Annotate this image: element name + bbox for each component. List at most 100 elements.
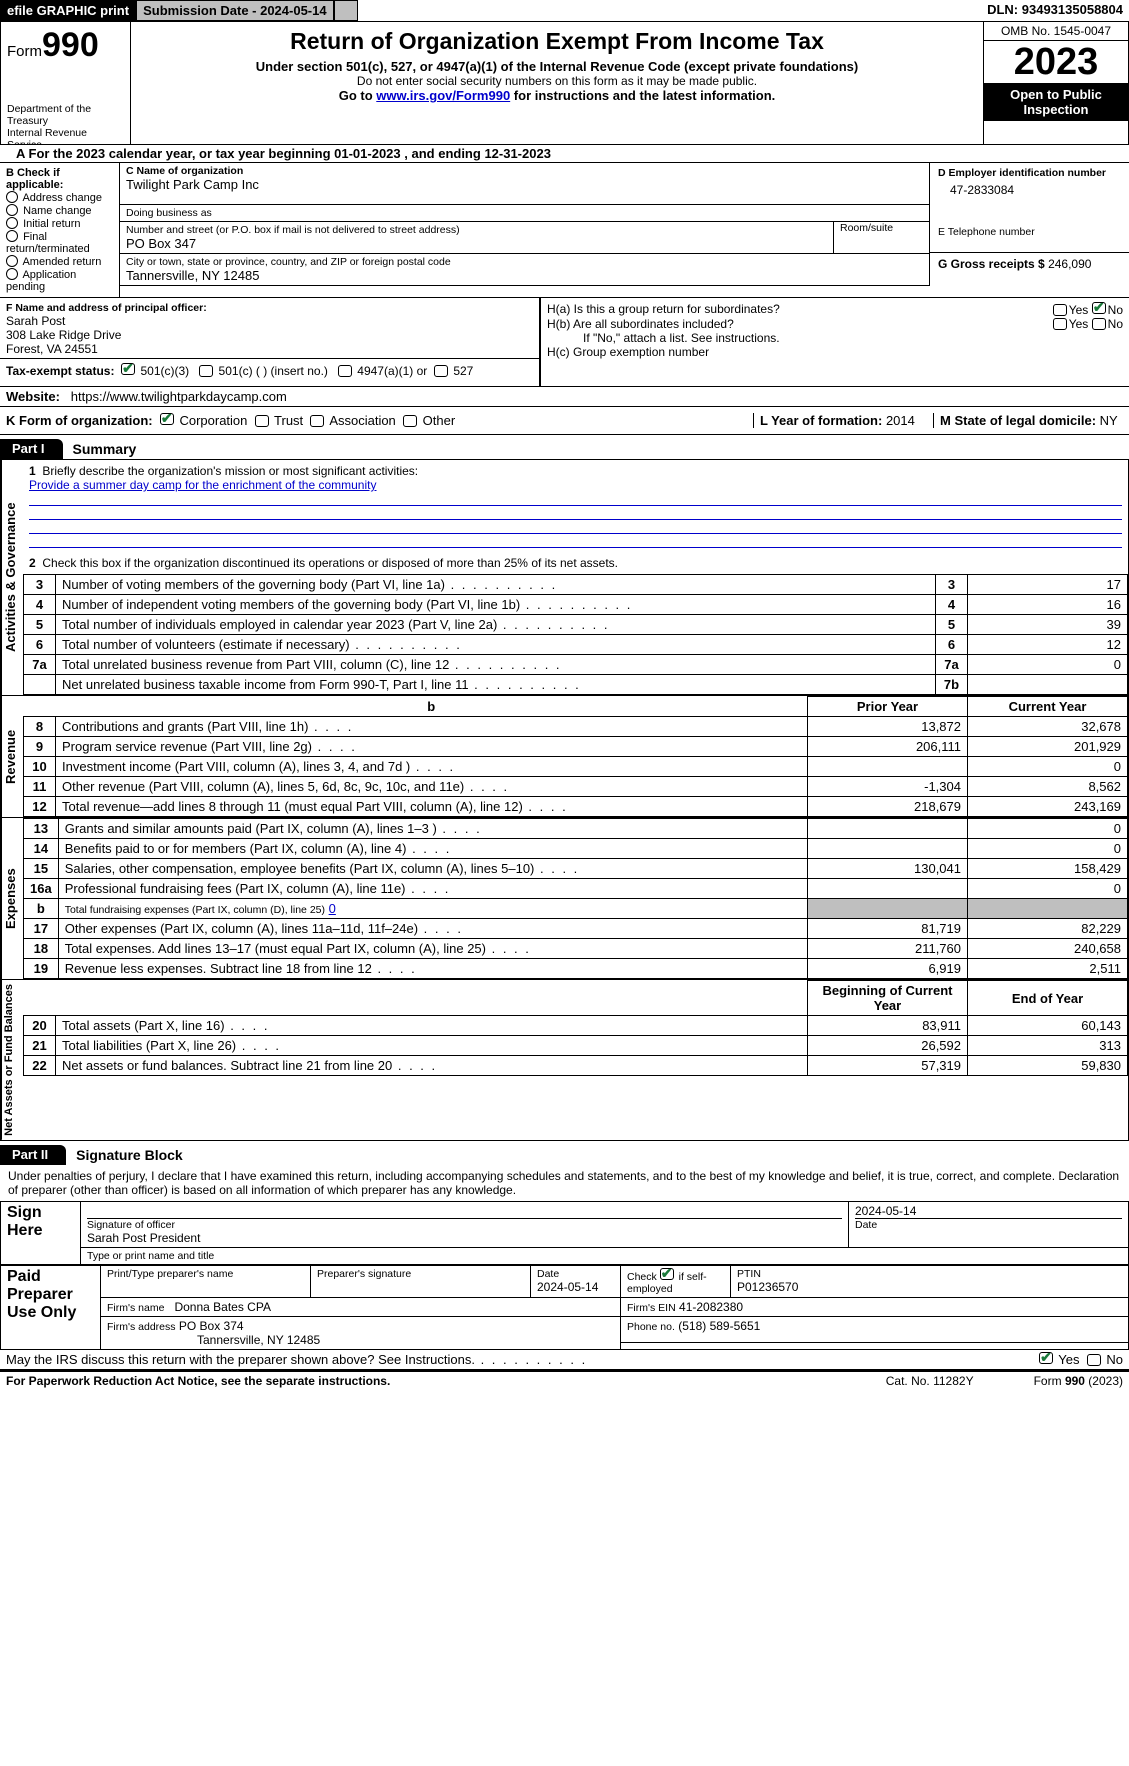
data-row: 8Contributions and grants (Part VIII, li…	[24, 717, 1128, 737]
mission-lbl: Briefly describe the organization's miss…	[42, 464, 418, 478]
row-num: 16a	[24, 879, 59, 899]
cb-other[interactable]	[403, 415, 417, 427]
cb-self-emp[interactable]	[660, 1268, 674, 1280]
part1-header: Part I Summary	[0, 439, 1129, 459]
street: PO Box 347	[126, 236, 833, 251]
cb-501c[interactable]	[199, 365, 213, 377]
row-desc: Program service revenue (Part VIII, line…	[56, 737, 808, 757]
mission-line	[29, 506, 1122, 520]
row-curr: 313	[968, 1036, 1128, 1056]
row-prior: 13,872	[808, 717, 968, 737]
entity-block: B Check if applicable: Address change Na…	[0, 163, 1129, 298]
cb-trust[interactable]	[255, 415, 269, 427]
data-row: 16aProfessional fundraising fees (Part I…	[24, 879, 1128, 899]
form-title: Return of Organization Exempt From Incom…	[139, 28, 975, 55]
sign-here-table: Sign Here Signature of officer Sarah Pos…	[0, 1201, 1129, 1265]
cb-lbl: Address change	[22, 192, 102, 204]
row-num: 19	[24, 959, 59, 979]
v-16b[interactable]: 0	[329, 901, 336, 916]
form-990: 990	[42, 26, 99, 64]
cb-ha-yes[interactable]	[1053, 304, 1067, 316]
form-header: Form990 Department of the Treasury Inter…	[0, 22, 1129, 145]
part2-title: Signature Block	[66, 1145, 193, 1165]
org-name-lbl: C Name of organization	[126, 165, 923, 177]
website-lbl: Website:	[6, 389, 60, 404]
gov-table: 3Number of voting members of the governi…	[23, 574, 1128, 695]
row-curr: 8,562	[968, 777, 1128, 797]
box-m: M State of legal domicile: NY	[933, 413, 1123, 428]
period-mid: , and ending	[404, 146, 484, 161]
row-desc: Revenue less expenses. Subtract line 18 …	[58, 959, 807, 979]
row-curr: 158,429	[968, 859, 1128, 879]
row-desc: Benefits paid to or for members (Part IX…	[58, 839, 807, 859]
row-num: 17	[24, 919, 59, 939]
cb-app-pending[interactable]: Application pending	[6, 268, 113, 293]
cat-no: Cat. No. 11282Y	[886, 1374, 974, 1388]
gross-val: 246,090	[1048, 257, 1091, 271]
row-desc: Total revenue—add lines 8 through 11 (mu…	[56, 797, 808, 817]
officer-lbl: F Name and address of principal officer:	[6, 302, 533, 314]
row-desc: Grants and similar amounts paid (Part IX…	[58, 819, 807, 839]
goto-pre: Go to	[339, 88, 377, 103]
cb-name-change[interactable]: Name change	[6, 204, 113, 217]
row-curr: 0	[968, 839, 1128, 859]
paid-preparer-table: Paid Preparer Use Only Print/Type prepar…	[0, 1265, 1129, 1350]
sec-revenue: Revenue b Prior Year Current Year 8Contr…	[0, 696, 1129, 818]
pra-notice: For Paperwork Reduction Act Notice, see …	[6, 1374, 390, 1388]
mission-line	[29, 534, 1122, 548]
row-curr: 240,658	[968, 939, 1128, 959]
header-left: Form990 Department of the Treasury Inter…	[1, 22, 131, 144]
box-c: C Name of organization Twilight Park Cam…	[120, 163, 1129, 297]
row-curr: 59,830	[968, 1056, 1128, 1076]
cb-discuss-no[interactable]	[1087, 1354, 1101, 1366]
cb-ha-no[interactable]	[1092, 302, 1106, 314]
line2-text: Check this box if the organization disco…	[42, 556, 618, 570]
cb-initial-return[interactable]: Initial return	[6, 217, 113, 230]
cb-527[interactable]	[434, 365, 448, 377]
row-num: 22	[24, 1056, 56, 1076]
cb-assoc[interactable]	[310, 415, 324, 427]
cb-hb-no[interactable]	[1092, 318, 1106, 330]
officer-name: Sarah Post	[6, 314, 533, 328]
fh-row: F Name and address of principal officer:…	[0, 298, 1129, 387]
sec-expenses: Expenses 13Grants and similar amounts pa…	[0, 818, 1129, 980]
cb-4947[interactable]	[338, 365, 352, 377]
row-desc: Net assets or fund balances. Subtract li…	[56, 1056, 808, 1076]
cb-hb-yes[interactable]	[1053, 318, 1067, 330]
discuss-row: May the IRS discuss this return with the…	[0, 1350, 1129, 1371]
data-row: 11Other revenue (Part VIII, column (A), …	[24, 777, 1128, 797]
row-prior: 6,919	[808, 959, 968, 979]
irs-link[interactable]: www.irs.gov/Form990	[376, 88, 510, 103]
cb-address-change[interactable]: Address change	[6, 191, 113, 204]
dept-treasury: Department of the Treasury Internal Reve…	[7, 103, 124, 144]
part2-header: Part II Signature Block	[0, 1145, 1129, 1165]
cb-amended[interactable]: Amended return	[6, 255, 113, 268]
row-num: 6	[24, 635, 56, 655]
row-num: 5	[24, 615, 56, 635]
opt-527: 527	[453, 364, 473, 378]
box-j: Website: https://www.twilightparkdaycamp…	[0, 387, 1129, 407]
row-num: 21	[24, 1036, 56, 1056]
row-prior: 218,679	[808, 797, 968, 817]
row-prior: 130,041	[808, 859, 968, 879]
cb-discuss-yes[interactable]	[1039, 1352, 1053, 1364]
data-row: 19Revenue less expenses. Subtract line 1…	[24, 959, 1128, 979]
sig-date: 2024-05-14	[855, 1204, 1122, 1219]
row-prior: 26,592	[808, 1036, 968, 1056]
efile-print-button[interactable]: efile GRAPHIC print	[0, 0, 136, 21]
cb-final-return[interactable]: Final return/terminated	[6, 230, 113, 255]
cb-lbl: Initial return	[23, 218, 80, 230]
row-num: 18	[24, 939, 59, 959]
cb-corp[interactable]	[160, 413, 174, 425]
row-num: 20	[24, 1016, 56, 1036]
row-num: 15	[24, 859, 59, 879]
row-curr: 0	[968, 819, 1128, 839]
row-prior: -1,304	[808, 777, 968, 797]
cb-501c3[interactable]	[121, 363, 135, 375]
row-curr: 0	[968, 879, 1128, 899]
row-desc: Total number of volunteers (estimate if …	[56, 635, 936, 655]
row-num: 13	[24, 819, 59, 839]
dln: DLN: 93493135058804	[981, 0, 1129, 21]
period-end: 12-31-2023	[484, 146, 551, 161]
period-begin: 01-01-2023	[334, 146, 401, 161]
